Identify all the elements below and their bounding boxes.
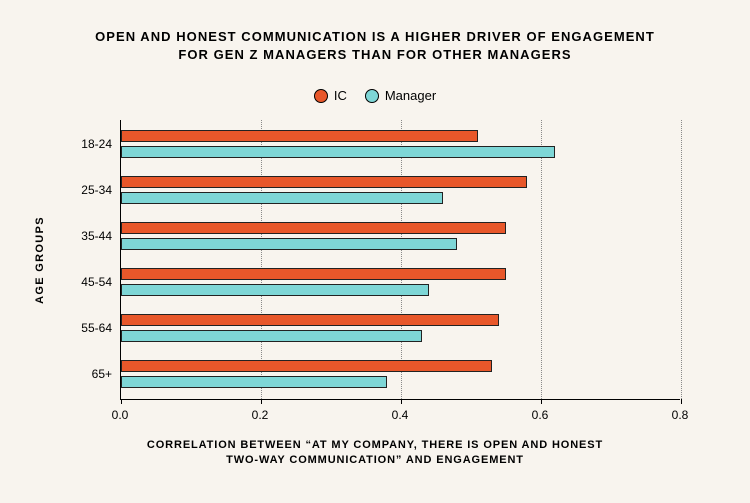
bar-manager: [121, 192, 443, 204]
x-tick-label: 0.2: [252, 408, 269, 422]
x-tick-mark: [681, 399, 682, 404]
x-gridline: [541, 120, 542, 399]
bar-manager: [121, 330, 422, 342]
x-tick-mark: [401, 399, 402, 404]
legend-label: Manager: [385, 88, 436, 103]
x-gridline: [261, 120, 262, 399]
x-tick-label: 0.6: [532, 408, 549, 422]
bar-manager: [121, 238, 457, 250]
y-tick-label: 18-24: [81, 137, 112, 151]
chart-title-line: FOR GEN Z MANAGERS THAN FOR OTHER MANAGE…: [0, 46, 750, 64]
y-tick-label: 25-34: [81, 183, 112, 197]
legend-swatch: [314, 89, 328, 103]
bar-manager: [121, 146, 555, 158]
bar-ic: [121, 360, 492, 372]
chart-container: OPEN AND HONEST COMMUNICATION IS A HIGHE…: [0, 0, 750, 503]
x-gridline: [401, 120, 402, 399]
bar-ic: [121, 176, 527, 188]
bar-ic: [121, 130, 478, 142]
y-tick-label: 65+: [92, 367, 112, 381]
x-tick-mark: [541, 399, 542, 404]
legend-label: IC: [334, 88, 347, 103]
legend-item: IC: [314, 88, 347, 103]
bar-manager: [121, 284, 429, 296]
x-axis-title: CORRELATION BETWEEN “AT MY COMPANY, THER…: [0, 438, 750, 469]
x-tick-label: 0.0: [112, 408, 129, 422]
x-tick-label: 0.4: [392, 408, 409, 422]
bar-ic: [121, 222, 506, 234]
x-axis-title-line: CORRELATION BETWEEN “AT MY COMPANY, THER…: [0, 438, 750, 453]
legend: IC Manager: [0, 88, 750, 103]
x-tick-label: 0.8: [672, 408, 689, 422]
chart-title-line: OPEN AND HONEST COMMUNICATION IS A HIGHE…: [0, 28, 750, 46]
plot-area: [120, 120, 680, 400]
y-tick-label: 55-64: [81, 321, 112, 335]
bar-ic: [121, 268, 506, 280]
x-tick-mark: [121, 399, 122, 404]
legend-item: Manager: [365, 88, 436, 103]
x-axis-title-line: TWO-WAY COMMUNICATION” AND ENGAGEMENT: [0, 453, 750, 468]
y-tick-label: 45-54: [81, 275, 112, 289]
bar-manager: [121, 376, 387, 388]
x-gridline: [681, 120, 682, 399]
y-tick-label: 35-44: [81, 229, 112, 243]
legend-swatch: [365, 89, 379, 103]
chart-title: OPEN AND HONEST COMMUNICATION IS A HIGHE…: [0, 28, 750, 63]
bar-ic: [121, 314, 499, 326]
y-axis-title: AGE GROUPS: [34, 216, 46, 304]
x-tick-mark: [261, 399, 262, 404]
